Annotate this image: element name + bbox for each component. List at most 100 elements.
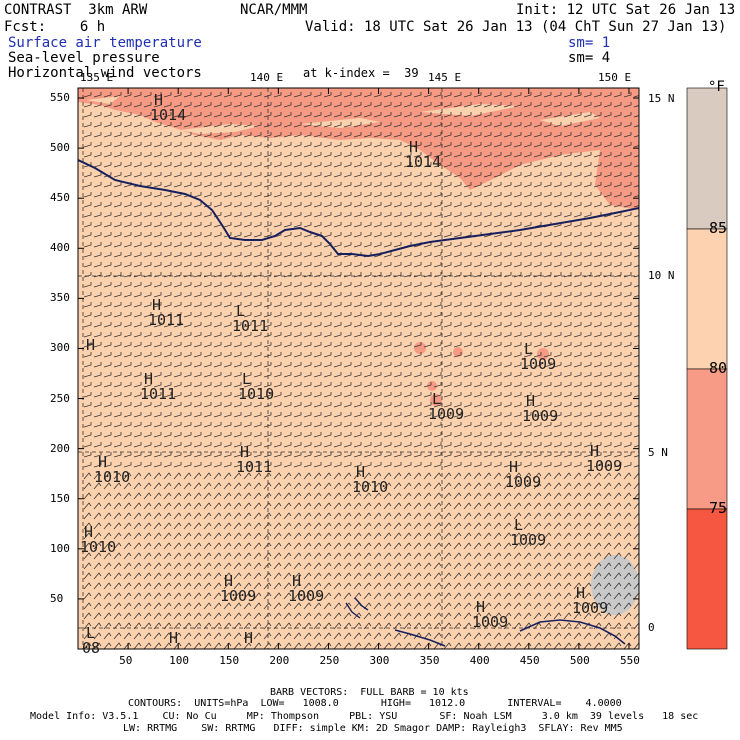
wind-barb	[83, 202, 92, 208]
wind-barb	[633, 115, 639, 118]
wind-barb	[163, 192, 172, 198]
wind-barb	[593, 92, 602, 98]
wind-barb	[483, 332, 492, 338]
wind-barb	[313, 262, 322, 268]
wind-barb	[553, 142, 562, 148]
wind-barb	[573, 522, 582, 530]
wind-barb	[183, 112, 192, 118]
wind-barb	[633, 125, 639, 128]
wind-barb	[503, 112, 512, 118]
wind-barb	[153, 512, 162, 520]
wind-barb	[393, 102, 402, 108]
wind-barb	[573, 552, 582, 560]
wind-barb	[183, 92, 192, 98]
wind-barb	[213, 632, 222, 640]
wind-barb	[83, 262, 92, 268]
wind-barb	[133, 292, 142, 298]
wind-barb	[443, 102, 452, 108]
wind-barb	[593, 382, 602, 388]
wind-barb	[103, 252, 112, 258]
wind-barb	[513, 112, 522, 118]
wind-barb	[603, 472, 612, 480]
wind-barb	[393, 312, 402, 318]
wind-barb	[613, 282, 622, 288]
wind-barb	[93, 362, 102, 368]
wind-barb	[213, 362, 222, 368]
wind-barb	[233, 452, 242, 458]
wind-barb	[123, 582, 132, 590]
wind-barb	[293, 322, 302, 328]
wind-barb	[223, 392, 232, 398]
wind-barb	[603, 622, 612, 630]
wind-barb	[563, 192, 572, 198]
pressure-center-symbol: L	[242, 370, 252, 388]
wind-barb	[113, 512, 122, 520]
wind-barb	[293, 432, 302, 438]
latitude-label: 15 N	[648, 92, 675, 105]
wind-barb	[463, 372, 472, 378]
wind-barb	[203, 232, 212, 238]
wind-barb	[473, 502, 482, 510]
wind-barb	[413, 212, 422, 218]
wind-barb	[583, 472, 592, 480]
wind-barb	[333, 342, 342, 348]
wind-barb	[433, 512, 442, 520]
wind-barb	[563, 222, 572, 228]
wind-barb	[313, 502, 322, 510]
wind-barb	[143, 262, 152, 268]
wind-barb	[423, 162, 432, 168]
wind-barb	[533, 192, 542, 198]
wind-barb	[463, 422, 472, 428]
wind-barb	[473, 312, 482, 318]
wind-barb	[453, 452, 462, 458]
wind-barb	[513, 602, 522, 610]
wind-barb	[293, 502, 302, 510]
wind-barb	[603, 352, 612, 358]
wind-barb	[493, 532, 502, 540]
wind-barb	[323, 592, 332, 600]
wind-barb	[393, 232, 402, 238]
wind-barb	[283, 192, 292, 198]
wind-barb	[463, 122, 472, 128]
wind-barb	[403, 362, 412, 368]
wind-barb	[543, 512, 552, 520]
wind-barb	[543, 322, 552, 328]
wind-barb	[593, 522, 602, 530]
wind-barb	[513, 152, 522, 158]
wind-barb	[213, 162, 222, 168]
wind-barb	[173, 262, 182, 268]
wind-barb	[483, 542, 492, 550]
wind-barb	[543, 482, 552, 490]
wind-barb	[513, 562, 522, 570]
wind-barb	[363, 612, 372, 620]
wind-barb	[403, 332, 412, 338]
wind-barb	[583, 192, 592, 198]
wind-barb	[473, 522, 482, 530]
wind-barb	[443, 462, 452, 468]
wind-barb	[363, 332, 372, 338]
wind-barb	[283, 332, 292, 338]
wind-barb	[233, 162, 242, 168]
wind-barb	[103, 482, 112, 490]
wind-barb	[573, 432, 582, 438]
wind-barb	[103, 532, 112, 540]
wind-barb	[623, 242, 632, 248]
wind-barb	[633, 455, 639, 458]
wind-barb	[463, 322, 472, 328]
wind-barb	[353, 492, 362, 500]
wind-barb	[293, 552, 302, 560]
wind-barb	[163, 562, 172, 570]
wind-barb	[513, 482, 522, 490]
wind-barb	[103, 372, 112, 378]
wind-barb	[503, 262, 512, 268]
wind-barb	[603, 262, 612, 268]
wind-barb	[93, 262, 102, 268]
wind-barb	[433, 422, 442, 428]
wind-barb	[503, 212, 512, 218]
colorbar-bin-80-85	[686, 228, 728, 370]
wind-barb	[273, 642, 282, 649]
wind-barb	[173, 112, 182, 118]
wind-barb	[613, 492, 622, 500]
wind-barb	[353, 562, 362, 570]
wind-barb	[563, 592, 572, 600]
